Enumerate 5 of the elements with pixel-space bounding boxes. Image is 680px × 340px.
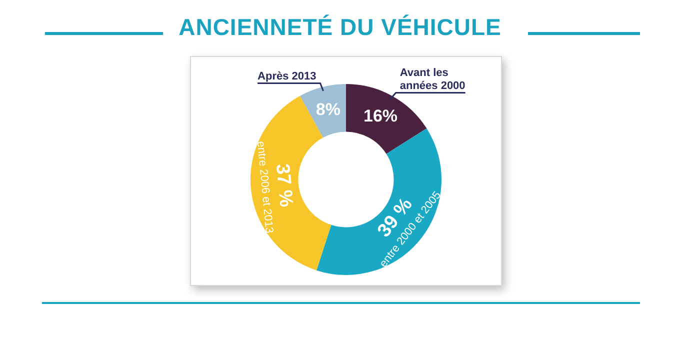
slice-label: Avant les années 2000 — [400, 66, 466, 92]
data-label: 16% — [363, 106, 398, 126]
slice-label: Après 2013 — [258, 70, 316, 82]
chart-title: ANCIENNETÉ DU VÉHICULE — [178, 14, 502, 41]
data-label: 8% — [316, 100, 340, 119]
